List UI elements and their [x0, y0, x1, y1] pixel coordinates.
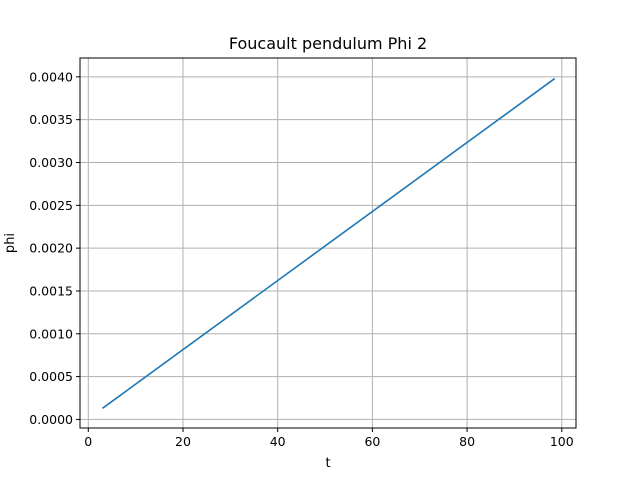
y-tick-label: 0.0020 — [29, 241, 73, 256]
chart-title: Foucault pendulum Phi 2 — [229, 34, 427, 53]
grid — [80, 58, 576, 428]
x-axis-label: t — [325, 456, 330, 471]
series-layer — [102, 77, 556, 409]
y-axis-label: phi — [3, 233, 18, 253]
x-tick-label: 0 — [84, 434, 92, 449]
x-tick-label: 80 — [459, 434, 475, 449]
y-tick-label: 0.0010 — [29, 326, 73, 341]
x-axis: 0 20 40 60 80 100 — [84, 428, 574, 449]
series-line — [102, 77, 556, 409]
axes-frame — [79, 57, 577, 429]
x-tick-label: 40 — [270, 434, 286, 449]
y-tick-label: 0.0000 — [29, 412, 73, 427]
x-tick-label: 100 — [550, 434, 574, 449]
x-tick-label: 20 — [175, 434, 191, 449]
y-tick-label: 0.0040 — [29, 69, 73, 84]
y-tick-label: 0.0005 — [29, 369, 73, 384]
y-axis: 0.0000 0.0005 0.0010 0.0015 0.0020 0.0025 0.00… — [29, 69, 80, 427]
y-tick-label: 0.0015 — [29, 283, 73, 298]
y-tick-label: 0.0025 — [29, 198, 73, 213]
y-tick-label: 0.0035 — [29, 112, 73, 127]
y-tick-label: 0.0030 — [29, 155, 73, 170]
x-tick-label: 60 — [364, 434, 380, 449]
